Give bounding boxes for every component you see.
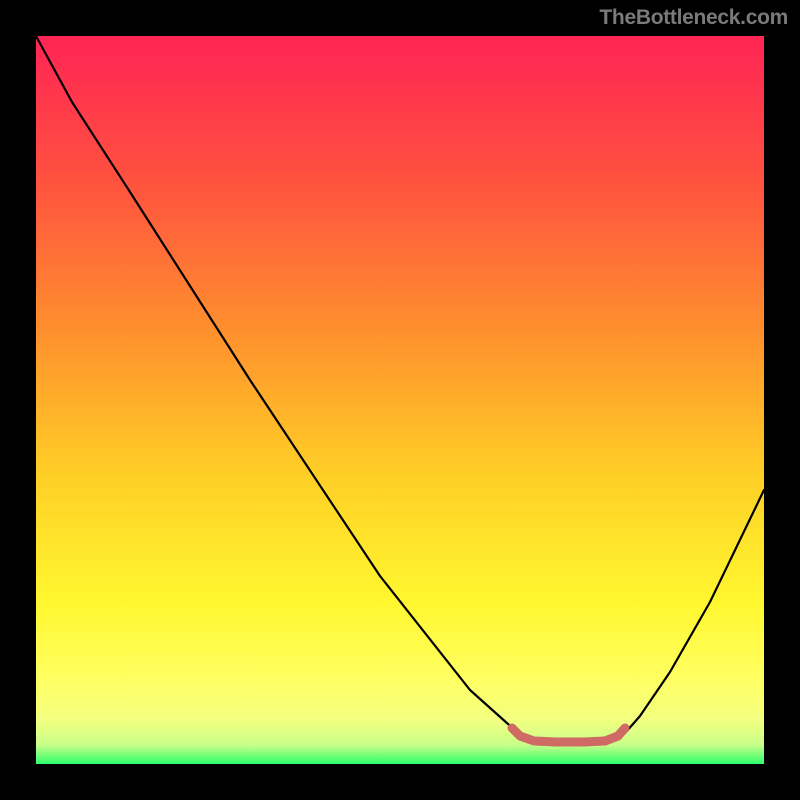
chart-container: TheBottleneck.com xyxy=(0,0,800,800)
bottleneck-chart xyxy=(0,0,800,800)
watermark-text: TheBottleneck.com xyxy=(599,6,788,30)
plot-background xyxy=(36,36,764,764)
